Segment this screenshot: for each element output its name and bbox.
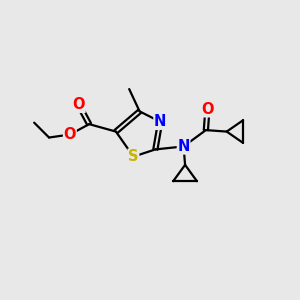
Text: O: O: [64, 127, 76, 142]
Text: S: S: [128, 149, 139, 164]
Text: O: O: [73, 97, 85, 112]
Text: O: O: [201, 102, 214, 117]
Text: N: N: [177, 139, 190, 154]
Text: N: N: [154, 114, 167, 129]
